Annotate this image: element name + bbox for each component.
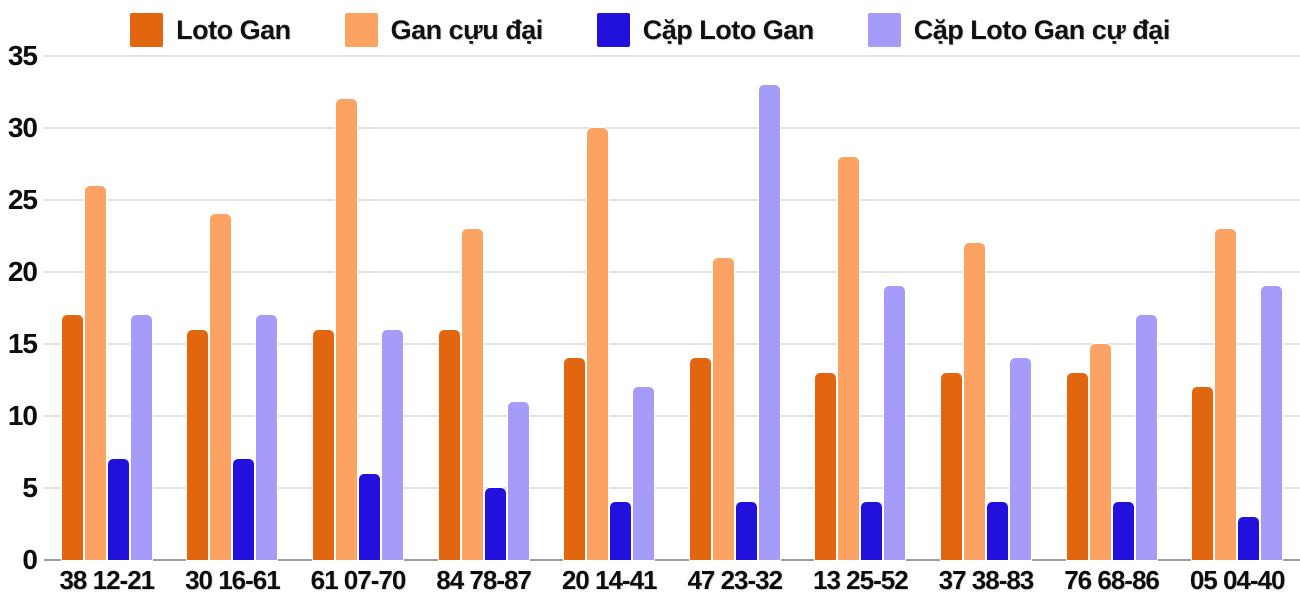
x-axis-label: 76 68-86: [1064, 565, 1160, 595]
bar-cặp-loto-gan-cự-đại[interactable]: [1261, 286, 1283, 560]
bar-gan-cựu-đại[interactable]: [1089, 344, 1111, 560]
legend-label: Gan cựu đại: [390, 14, 544, 45]
x-axis-label: 61 07-70: [310, 565, 407, 595]
bar-groups: 38 12-21 30 16-61 61 07-70 84 78-87 20 14-41…: [44, 56, 1300, 595]
gridline-y-10: [44, 415, 1300, 418]
gridline-y-5: [44, 487, 1300, 490]
bar-gan-cựu-đại[interactable]: [963, 243, 985, 560]
bar-group-30-16-61: 30 16-61: [185, 56, 281, 595]
bar-gan-cựu-đại[interactable]: [210, 214, 232, 560]
bar-cặp-loto-gan-cự-đại[interactable]: [256, 315, 278, 560]
bar-gan-cựu-đại[interactable]: [461, 228, 483, 560]
x-axis-label: 30 16-61: [185, 565, 281, 595]
bar-group-38-12-21: 38 12-21: [59, 56, 155, 595]
bar-cặp-loto-gan-cự-đại[interactable]: [758, 84, 780, 560]
bar-gan-cựu-đại[interactable]: [838, 156, 860, 560]
bar-cặp-loto-gan[interactable]: [107, 459, 129, 560]
x-axis-label: 13 25-52: [813, 565, 909, 595]
bar-cặp-loto-gan[interactable]: [861, 502, 883, 560]
legend-item-3[interactable]: Cặp Loto Gan: [596, 13, 815, 47]
legend-item-1[interactable]: Loto Gan: [130, 13, 291, 47]
bar-loto-gan[interactable]: [689, 358, 711, 560]
bar-cặp-loto-gan[interactable]: [358, 473, 380, 560]
y-axis-tick-10: 10: [7, 400, 38, 431]
x-axis-label: 84 78-87: [436, 565, 532, 595]
bar-loto-gan[interactable]: [564, 358, 586, 560]
bar-cặp-loto-gan[interactable]: [735, 502, 757, 560]
legend-item-4[interactable]: Cặp Loto Gan cự đại: [867, 13, 1171, 47]
bar-gan-cựu-đại[interactable]: [1215, 228, 1237, 560]
bar-cặp-loto-gan[interactable]: [986, 502, 1008, 560]
plot-area: 38 12-21 30 16-61 61 07-70 84 78-87 20 14-41…: [8, 42, 1300, 595]
bar-group-13-25-52: 13 25-52: [813, 56, 909, 595]
bar-loto-gan[interactable]: [61, 315, 83, 560]
x-axis-label: 05 04-40: [1189, 565, 1286, 595]
bar-cặp-loto-gan[interactable]: [484, 488, 506, 560]
bar-cặp-loto-gan-cự-đại[interactable]: [1009, 358, 1031, 560]
gridline-y-15: [44, 343, 1300, 345]
gridline-y-25: [44, 199, 1300, 201]
bar-gan-cựu-đại[interactable]: [712, 257, 734, 560]
x-axis-label: 47 23-32: [687, 565, 783, 595]
bar-loto-gan[interactable]: [940, 372, 962, 560]
bar-group-37-38-83: 37 38-83: [939, 56, 1034, 595]
bar-cặp-loto-gan-cự-đại[interactable]: [633, 387, 655, 560]
legend-swatch-icon: [130, 13, 164, 47]
x-axis-label: 38 12-21: [59, 565, 155, 595]
bar-gan-cựu-đại[interactable]: [335, 99, 357, 560]
y-axis-tick-5: 5: [22, 472, 38, 503]
x-axis-label: 37 38-83: [938, 565, 1035, 595]
bar-loto-gan[interactable]: [1066, 372, 1088, 560]
bar-cặp-loto-gan[interactable]: [1238, 516, 1260, 560]
y-axis-tick-15: 15: [7, 328, 38, 359]
y-axis-tick-35: 35: [7, 40, 38, 71]
bar-cặp-loto-gan-cự-đại[interactable]: [884, 286, 906, 560]
bar-cặp-loto-gan-cự-đại[interactable]: [1135, 315, 1157, 560]
bar-group-05-04-40: 05 04-40: [1190, 56, 1285, 595]
legend-label: Cặp Loto Gan cự đại: [913, 14, 1171, 45]
bar-group-47-23-32: 47 23-32: [687, 56, 783, 595]
x-axis-label: 20 14-41: [561, 565, 658, 595]
bar-loto-gan[interactable]: [438, 329, 460, 560]
bar-group-61-07-70: 61 07-70: [311, 56, 406, 595]
bar-group-20-14-41: 20 14-41: [562, 56, 657, 595]
bar-cặp-loto-gan-cự-đại[interactable]: [381, 329, 403, 560]
y-axis-tick-0: 0: [22, 544, 38, 575]
bar-cặp-loto-gan[interactable]: [610, 502, 632, 560]
bar-gan-cựu-đại[interactable]: [587, 128, 609, 560]
bar-group-76-68-86: 76 68-86: [1064, 56, 1160, 595]
bar-gan-cựu-đại[interactable]: [84, 185, 106, 560]
bar-cặp-loto-gan[interactable]: [233, 459, 255, 560]
y-axis-tick-20: 20: [7, 256, 38, 287]
chart-legend: Loto Gan Gan cựu đại Cặp Loto Gan Cặp Loto …: [0, 0, 1300, 56]
x-axis-line: [44, 559, 1300, 561]
gridline-y-35: [44, 55, 1300, 57]
bar-group-84-78-87: 84 78-87: [436, 56, 532, 595]
legend-label: Cặp Loto Gan: [642, 14, 815, 45]
legend-swatch-icon: [596, 13, 630, 47]
y-axis-tick-30: 30: [7, 112, 38, 143]
bar-loto-gan[interactable]: [1192, 387, 1214, 560]
legend-item-2[interactable]: Gan cựu đại: [344, 13, 544, 47]
y-axis-tick-25: 25: [7, 184, 38, 215]
bar-cặp-loto-gan-cự-đại[interactable]: [507, 401, 529, 560]
bar-loto-gan[interactable]: [187, 329, 209, 560]
legend-label: Loto Gan: [176, 14, 291, 45]
gridline-y-30: [44, 127, 1300, 129]
gridline-y-20: [44, 271, 1300, 274]
legend-swatch-icon: [867, 13, 901, 47]
bar-cặp-loto-gan[interactable]: [1112, 502, 1134, 560]
bar-cặp-loto-gan-cự-đại[interactable]: [130, 315, 152, 560]
legend-swatch-icon: [344, 13, 378, 47]
bar-loto-gan[interactable]: [312, 329, 334, 560]
bar-loto-gan[interactable]: [815, 372, 837, 560]
